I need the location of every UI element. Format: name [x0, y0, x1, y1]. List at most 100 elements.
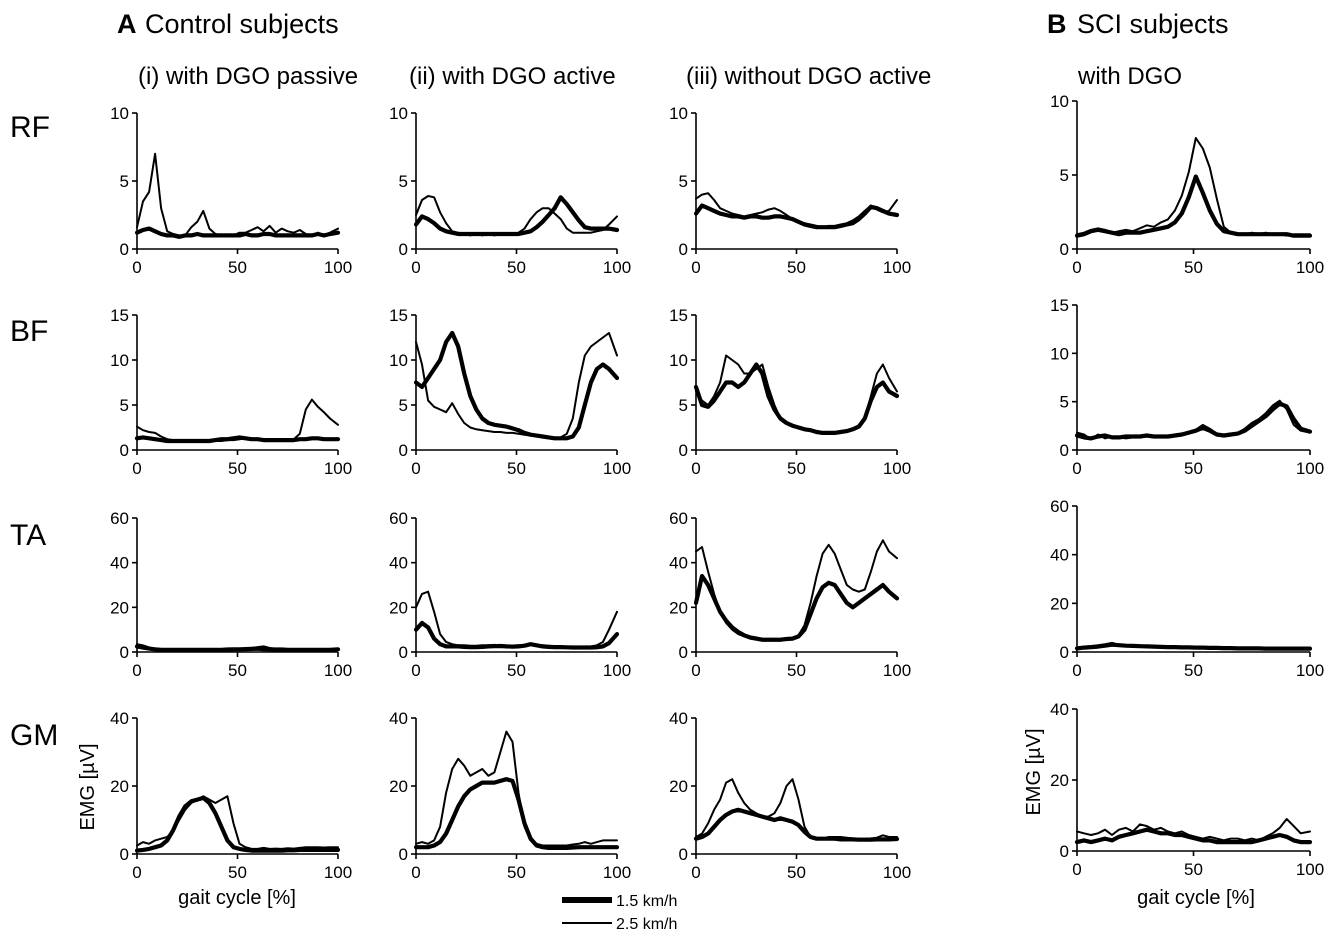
- series-1-5-km-h-line: [413, 620, 620, 650]
- series-1-5-km-h-line: [134, 226, 341, 239]
- x-tick-label: 0: [691, 863, 700, 882]
- y-tick-label: 10: [1050, 344, 1069, 363]
- condition-label-sci: with DGO: [1077, 63, 1182, 90]
- y-tick-label: 5: [679, 396, 688, 415]
- muscle-label-gm: GM: [10, 719, 58, 752]
- x-tick-label: 0: [1072, 661, 1081, 680]
- x-tick-label: 50: [787, 661, 806, 680]
- series-2-5-km-h-line: [136, 152, 339, 237]
- plot-ta-iii-without-dgo-active: 0 20 40 60 0 50 100: [669, 509, 911, 680]
- x-tick-label: 0: [132, 258, 141, 277]
- x-tick-label: 100: [1296, 661, 1324, 680]
- muscle-label-bf: BF: [10, 315, 48, 348]
- muscle-label-ta: TA: [10, 519, 46, 552]
- y-tick-label: 0: [120, 441, 129, 460]
- y-tick-label: 40: [669, 709, 688, 728]
- x-tick-label: 50: [228, 258, 247, 277]
- legend-label-slow: 1.5 km/h: [616, 893, 677, 910]
- y-tick-label: 5: [120, 396, 129, 415]
- y-tick-label: 5: [399, 396, 408, 415]
- x-tick-label: 0: [411, 661, 420, 680]
- y-tick-label: 10: [110, 104, 129, 123]
- series-2-5-km-h-line: [1076, 641, 1311, 650]
- x-tick-label: 50: [1184, 459, 1203, 478]
- x-tick-label: 100: [603, 258, 631, 277]
- x-axis-label-right: gait cycle [%]: [1137, 887, 1255, 909]
- series-2-5-km-h-line: [415, 332, 618, 440]
- y-tick-label: 15: [389, 306, 408, 325]
- y-tick-label: 20: [1050, 594, 1069, 613]
- x-tick-label: 50: [1184, 258, 1203, 277]
- y-tick-label: 0: [399, 845, 408, 864]
- x-tick-label: 50: [507, 258, 526, 277]
- y-tick-label: 0: [1060, 643, 1069, 662]
- y-tick-label: 15: [1050, 296, 1069, 315]
- plot-gm-with-dgo: 0 20 40 0 50 100: [1050, 700, 1324, 879]
- y-tick-label: 10: [389, 104, 408, 123]
- x-tick-label: 100: [883, 661, 911, 680]
- condition-label-no-dgo: (iii) without DGO active: [686, 63, 931, 90]
- series-2-5-km-h-line: [695, 354, 898, 433]
- y-tick-label: 0: [679, 240, 688, 259]
- series-2-5-km-h-line: [1076, 818, 1311, 842]
- x-tick-label: 50: [787, 863, 806, 882]
- x-tick-label: 100: [603, 863, 631, 882]
- y-tick-label: 5: [1060, 393, 1069, 412]
- series-2-5-km-h-line: [415, 590, 618, 649]
- x-tick-label: 50: [507, 863, 526, 882]
- plot-bf-ii-with-dgo-active: 0 5 10 15 0 50 100: [389, 306, 631, 478]
- y-tick-label: 0: [399, 643, 408, 662]
- y-tick-label: 0: [679, 643, 688, 662]
- x-tick-label: 50: [787, 258, 806, 277]
- y-tick-label: 15: [110, 306, 129, 325]
- x-tick-label: 50: [507, 459, 526, 478]
- condition-label-dgo-active: (ii) with DGO active: [409, 63, 616, 90]
- series-2-5-km-h-line: [695, 539, 898, 642]
- x-tick-label: 0: [691, 661, 700, 680]
- x-tick-label: 50: [507, 661, 526, 680]
- x-tick-label: 100: [603, 661, 631, 680]
- y-tick-label: 20: [669, 777, 688, 796]
- panel-b-letter: B: [1047, 9, 1067, 39]
- y-tick-label: 5: [1060, 166, 1069, 185]
- series-2-5-km-h-line: [695, 192, 898, 229]
- plot-ta-i-with-dgo-passive: 0 20 40 60 0 50 100: [110, 509, 352, 680]
- series-2-5-km-h-line: [415, 730, 618, 847]
- panel-b-title: SCI subjects: [1077, 9, 1229, 39]
- y-tick-label: 0: [120, 240, 129, 259]
- y-tick-label: 60: [669, 509, 688, 528]
- y-tick-label: 10: [669, 104, 688, 123]
- x-tick-label: 100: [324, 863, 352, 882]
- y-tick-label: 20: [669, 598, 688, 617]
- series-1-5-km-h-line: [693, 362, 900, 435]
- y-tick-label: 20: [389, 598, 408, 617]
- y-tick-label: 5: [679, 172, 688, 191]
- series-2-5-km-h-line: [415, 195, 618, 237]
- x-tick-label: 100: [1296, 459, 1324, 478]
- x-tick-label: 0: [132, 459, 141, 478]
- y-tick-label: 40: [389, 709, 408, 728]
- x-tick-label: 50: [1184, 860, 1203, 879]
- legend: 1.5 km/h 2.5 km/h: [562, 893, 677, 933]
- y-tick-label: 0: [1060, 842, 1069, 861]
- y-tick-label: 0: [1060, 441, 1069, 460]
- y-axis-label-left: EMG [µV]: [77, 743, 99, 830]
- y-tick-label: 10: [389, 351, 408, 370]
- y-tick-label: 20: [389, 777, 408, 796]
- series-2-5-km-h-line: [136, 643, 339, 651]
- y-tick-label: 10: [110, 351, 129, 370]
- y-tick-label: 5: [399, 172, 408, 191]
- x-tick-label: 100: [603, 459, 631, 478]
- y-tick-label: 0: [399, 441, 408, 460]
- y-tick-label: 0: [679, 441, 688, 460]
- x-tick-label: 50: [1184, 661, 1203, 680]
- x-tick-label: 50: [228, 863, 247, 882]
- x-tick-label: 0: [1072, 258, 1081, 277]
- y-tick-label: 0: [679, 845, 688, 864]
- series-1-5-km-h-line: [1074, 827, 1313, 845]
- plot-ta-ii-with-dgo-active: 0 20 40 60 0 50 100: [389, 509, 631, 680]
- y-tick-label: 60: [1050, 497, 1069, 516]
